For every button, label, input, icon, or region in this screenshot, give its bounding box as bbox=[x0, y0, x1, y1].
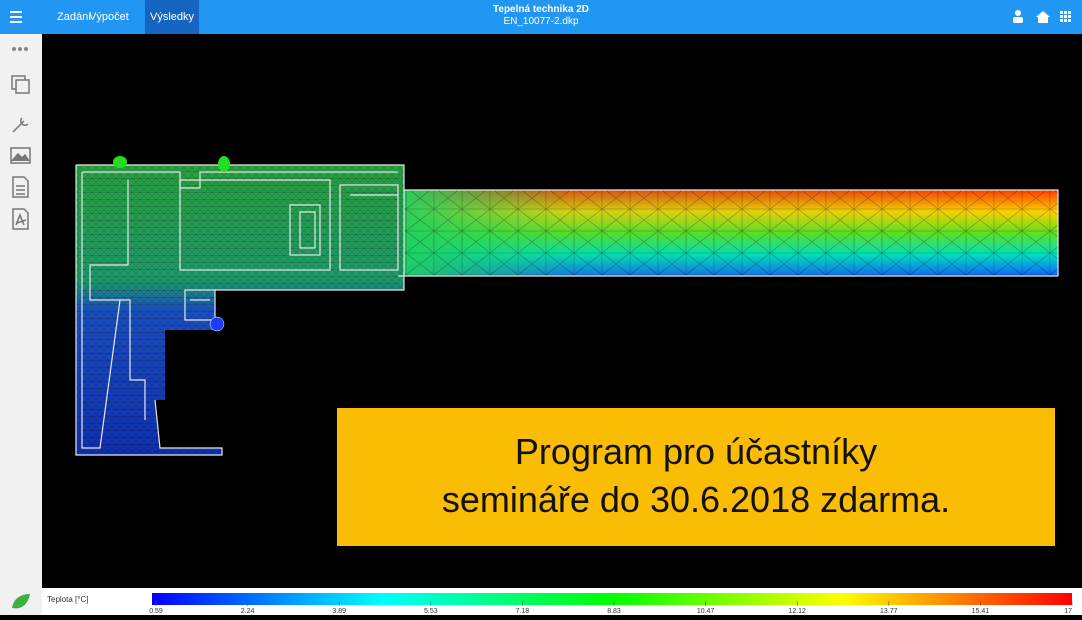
tick-label: 8.83 bbox=[607, 608, 621, 615]
top-bar: Zadání Výpočet Výsledky Tepelná technika… bbox=[0, 0, 1082, 34]
notice-line: semináře do 30.6.2018 zdarma. bbox=[337, 476, 1055, 524]
tick-label: 0.59 bbox=[149, 608, 163, 615]
tick-label: 13.77 bbox=[880, 608, 898, 615]
tick-label: 7.18 bbox=[516, 608, 530, 615]
home-icon[interactable] bbox=[1036, 11, 1050, 23]
legend-label: Teplota [°C] bbox=[47, 595, 88, 604]
tick-label: 2.24 bbox=[241, 608, 255, 615]
tools-icon[interactable] bbox=[13, 118, 28, 132]
tick-label: 15.41 bbox=[972, 608, 990, 615]
app-title: Tepelná technika 2D EN_10077-2.dkp bbox=[0, 4, 1082, 28]
title: Tepelná technika 2D bbox=[0, 4, 1082, 16]
sidebar bbox=[0, 34, 42, 615]
pdf-icon[interactable] bbox=[13, 209, 28, 229]
tick-label: 17 bbox=[1064, 608, 1072, 615]
page: {"toolbar": {"menu": ["Zadání", "Výpočet… bbox=[0, 0, 1082, 615]
notice-line: Program pro účastníky bbox=[337, 428, 1055, 476]
notice: Program pro účastníky semináře do 30.6.2… bbox=[337, 408, 1055, 546]
apps-icon[interactable] bbox=[1060, 11, 1071, 22]
document-icon[interactable] bbox=[13, 177, 28, 197]
color-scale: Teplota [°C] 0.59 2.24 3.89 5.53 7.18 8.83 10.… bbox=[42, 588, 1082, 615]
color-bar bbox=[152, 593, 1072, 605]
tick-label: 10.47 bbox=[697, 608, 715, 615]
tick-label: 3.89 bbox=[332, 608, 346, 615]
user-icon[interactable] bbox=[1013, 10, 1023, 23]
logo bbox=[12, 594, 30, 608]
tick-label: 5.53 bbox=[424, 608, 438, 615]
layers-icon[interactable] bbox=[12, 76, 29, 93]
image-icon[interactable] bbox=[11, 148, 30, 163]
more-icon[interactable] bbox=[12, 47, 28, 51]
file-name: EN_10077-2.dkp bbox=[0, 16, 1082, 28]
tick-label: 12.12 bbox=[788, 608, 806, 615]
sidebar-icons bbox=[0, 34, 42, 615]
legend: Teplota [°C] 0.59 2.24 3.89 5.53 7.18 8.83 10.… bbox=[42, 588, 1082, 615]
toolbar-icons bbox=[1002, 0, 1082, 34]
